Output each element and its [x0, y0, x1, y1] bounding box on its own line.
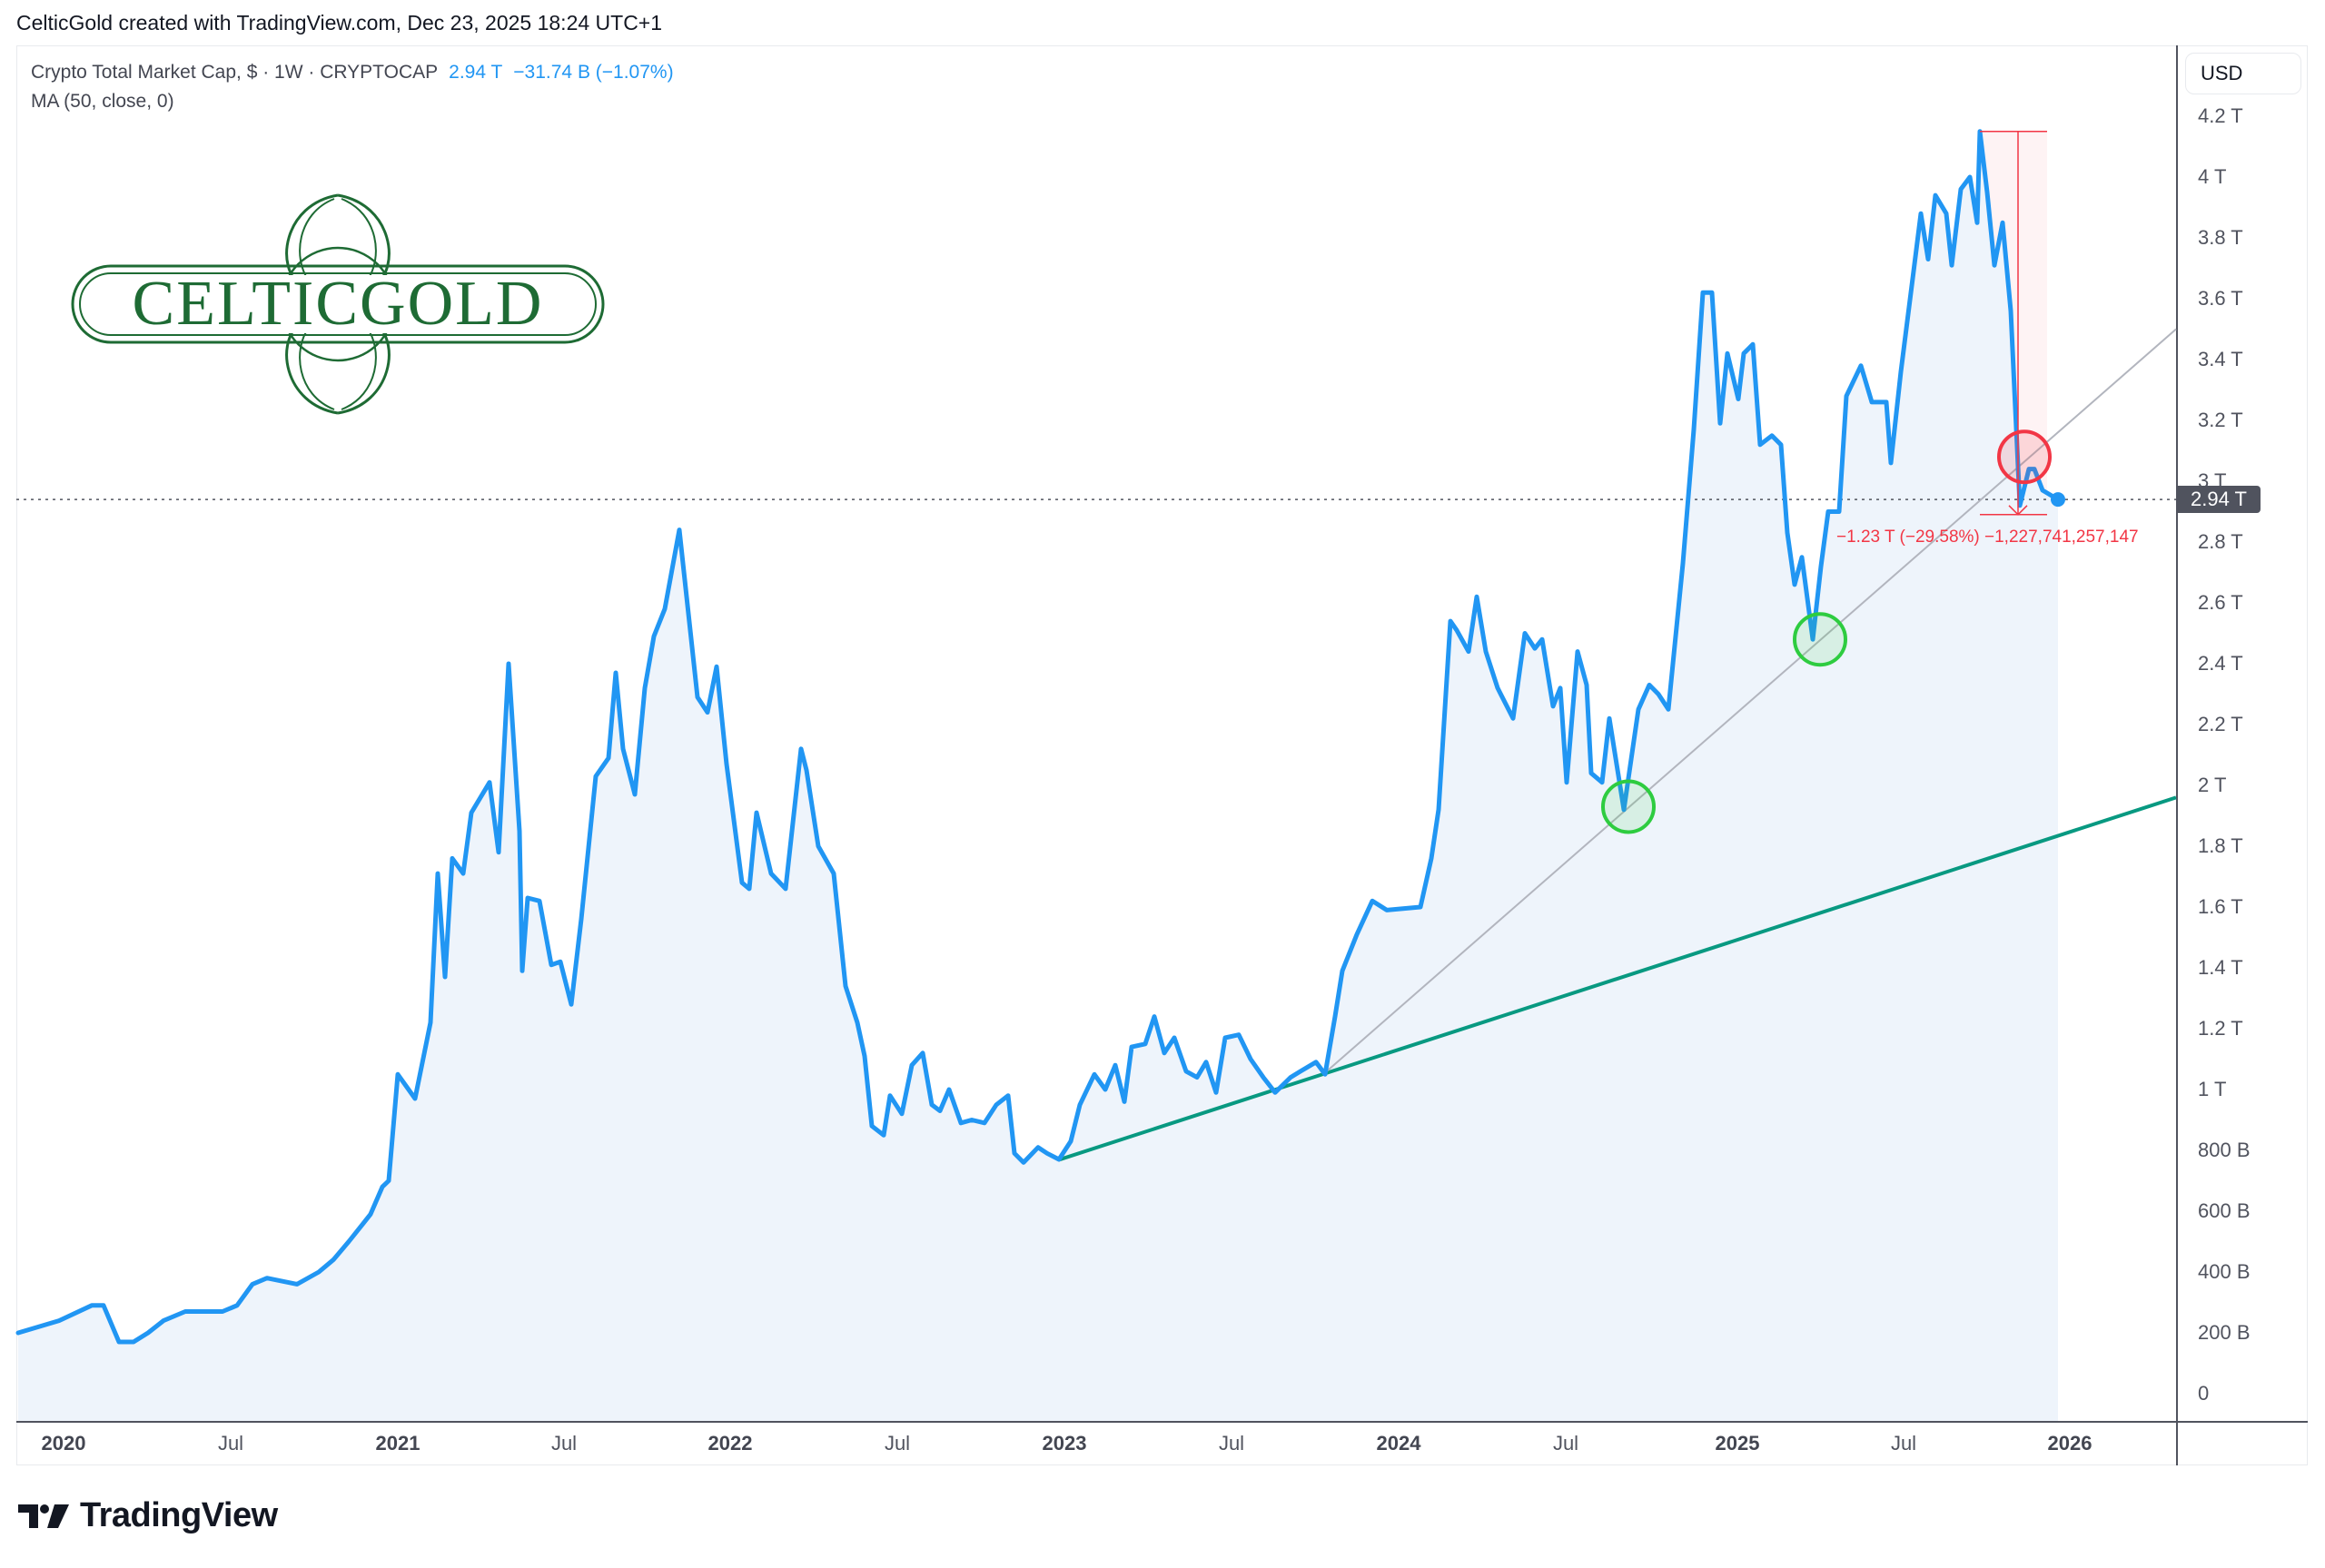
price-axis-tick: 1.4 T [2198, 956, 2243, 979]
last-price-tag: 2.94 T [2177, 486, 2261, 513]
time-axis-tick: Jul [1890, 1432, 1917, 1455]
price-axis-tick: 2 T [2198, 774, 2227, 796]
legend-symbol: Crypto Total Market Cap, $ · 1W · CRYPTO… [31, 62, 439, 83]
price-axis-tick: 2.2 T [2198, 713, 2243, 735]
price-series-line [15, 129, 2061, 1345]
legend-indicator-row[interactable]: MA (50, close, 0) [31, 87, 674, 116]
chart-credit: CelticGold created with TradingView.com,… [16, 11, 663, 35]
price-axis-tick: 400 B [2198, 1260, 2251, 1283]
price-axis-tick: 200 B [2198, 1321, 2251, 1344]
currency-selector[interactable]: USD [2185, 53, 2301, 94]
measure-tool[interactable] [1980, 131, 2047, 516]
highlight-circle [1601, 779, 1656, 834]
time-axis-tick: Jul [217, 1432, 244, 1455]
time-axis-tick: 2026 [2047, 1432, 2092, 1455]
legend-symbol-row[interactable]: Crypto Total Market Cap, $ · 1W · CRYPTO… [31, 58, 674, 87]
chart-legend: Crypto Total Market Cap, $ · 1W · CRYPTO… [31, 58, 674, 116]
legend-indicator-ma: MA (50, close, 0) [31, 91, 174, 112]
price-area-fill [18, 131, 2058, 1422]
price-axis-tick: 4 T [2198, 165, 2227, 188]
tradingview-wordmark: TradingView [80, 1496, 278, 1534]
tradingview-logo-icon [18, 1504, 69, 1528]
highlight-circles[interactable] [1601, 429, 2052, 834]
price-axis-tick: 0 [2198, 1382, 2210, 1405]
time-axis-tick: 2025 [1715, 1432, 1760, 1455]
celticgold-logo: CELTICGOLD [71, 193, 605, 415]
time-axis-tick: 2022 [707, 1432, 753, 1455]
highlight-circle [1997, 429, 2052, 485]
price-axis-tick: 4.2 T [2198, 104, 2243, 127]
trendline [1059, 795, 2177, 1161]
price-axis-tick: 3.4 T [2198, 348, 2243, 370]
price-axis-tick: 1.8 T [2198, 834, 2243, 857]
highlight-circle [1793, 612, 1847, 667]
legend-last-value: 2.94 T [449, 62, 503, 83]
time-axis-tick: 2020 [41, 1432, 86, 1455]
trendline [1322, 328, 2177, 1076]
price-axis-tick: 1.6 T [2198, 895, 2243, 918]
time-axis-tick: 2021 [375, 1432, 420, 1455]
price-axis-tick: 800 B [2198, 1139, 2251, 1161]
price-axis-tick: 600 B [2198, 1199, 2251, 1222]
measure-label: −1.23 T (−29.58%) −1,227,741,257,147 [1836, 528, 2139, 547]
measure-arrow-icon [2008, 505, 2028, 516]
time-axis-tick: 2024 [1376, 1432, 1421, 1455]
price-axis-tick: 1 T [2198, 1078, 2227, 1100]
tradingview-logo[interactable]: TradingView [18, 1496, 278, 1535]
price-axis-tick: 3.6 T [2198, 287, 2243, 310]
time-axis-tick: Jul [1218, 1432, 1245, 1455]
price-axis-tick: 2.6 T [2198, 591, 2243, 614]
time-axis-tick: Jul [884, 1432, 911, 1455]
time-axis-tick: 2023 [1042, 1432, 1087, 1455]
price-axis-tick: 2.8 T [2198, 530, 2243, 553]
price-axis-tick: 3.8 T [2198, 226, 2243, 249]
legend-change: −31.74 B (−1.07%) [513, 62, 674, 83]
celticgold-logo-text: CELTICGOLD [133, 269, 544, 339]
price-axis-tick: 3.2 T [2198, 409, 2243, 431]
time-axis-tick: Jul [550, 1432, 578, 1455]
price-axis-tick: 2.4 T [2198, 652, 2243, 675]
trendlines[interactable] [1059, 328, 2177, 1161]
price-axis-tick: 1.2 T [2198, 1017, 2243, 1040]
time-axis-tick: Jul [1552, 1432, 1579, 1455]
last-price-dot [2051, 492, 2065, 508]
